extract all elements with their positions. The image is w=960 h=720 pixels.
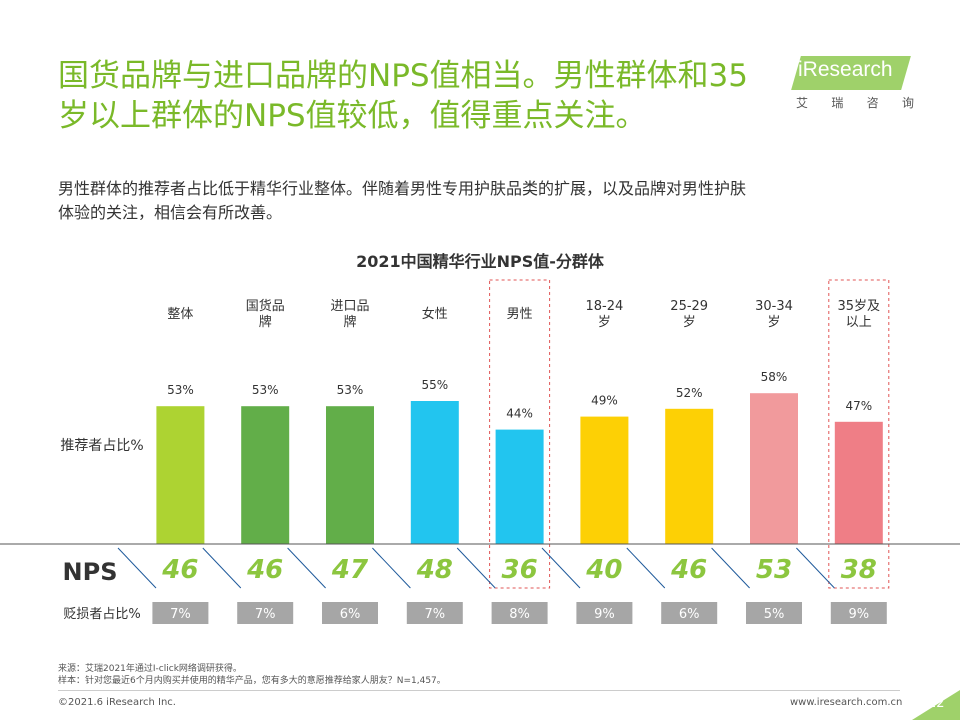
nps-value: 46 — [246, 555, 283, 585]
detractor-value: 5% — [764, 607, 785, 622]
bar-value-label: 55% — [421, 378, 448, 392]
category-label: 岁 — [598, 315, 611, 330]
logo-wordmark: iResearch — [798, 58, 893, 81]
category-label: 25-29 — [670, 299, 708, 314]
logo-char: 咨 — [866, 96, 879, 110]
nps-value: 40 — [585, 555, 622, 585]
detractor-box — [576, 602, 633, 624]
page-number-triangle — [912, 690, 960, 720]
nps-divider — [372, 547, 411, 589]
footer-divider — [58, 690, 900, 691]
category-label: 进口品 — [330, 299, 369, 314]
bar — [750, 393, 798, 544]
bar-value-label: 44% — [506, 407, 533, 421]
nps-value: 53 — [756, 555, 792, 585]
nps-divider — [287, 547, 326, 589]
category-label: 18-24 — [586, 299, 624, 314]
nps-value: 46 — [161, 555, 198, 585]
logo-char: 询 — [901, 96, 914, 110]
nps-value: 47 — [331, 555, 369, 585]
detractor-row-label: 贬损者占比% — [63, 607, 140, 622]
detractor-box — [406, 602, 463, 624]
detractor-box — [661, 602, 718, 624]
nps-divider — [711, 547, 750, 589]
bar-value-label: 49% — [591, 394, 618, 408]
bar-value-label: 53% — [252, 383, 279, 397]
detractor-value: 8% — [509, 607, 530, 622]
category-label: 牌 — [259, 314, 272, 330]
bar-value-label: 58% — [761, 370, 788, 384]
detractor-value: 7% — [424, 607, 445, 622]
logo-char: 艾 — [796, 96, 809, 110]
bar — [241, 406, 290, 544]
detractor-box — [746, 602, 802, 624]
highlight-box — [828, 279, 890, 589]
category-label: 国货品 — [246, 298, 285, 314]
nps-divider — [541, 547, 581, 589]
bar — [156, 406, 205, 544]
page-headline: 国货品牌与进口品牌的NPS值相当。男性群体和35 岁以上群体的NPS值较低，值得… — [58, 56, 778, 136]
category-label: 30-34 — [755, 299, 793, 314]
nps-value: 36 — [502, 555, 538, 585]
source-note: 来源：艾瑞2021年通过I-click网络调研获得。 — [58, 664, 242, 674]
page-number: 22 — [928, 696, 945, 711]
bar-value-label: 53% — [167, 383, 194, 397]
highlight-box — [489, 279, 551, 589]
nps-value: 46 — [670, 555, 707, 585]
nps-divider — [626, 547, 666, 589]
detractor-box — [322, 602, 378, 624]
bar-value-label: 52% — [676, 386, 703, 400]
website-link[interactable]: www.iresearch.com.cn — [790, 697, 903, 708]
headline-line-1: 国货品牌与进口品牌的NPS值相当。男性群体和35 — [58, 58, 749, 94]
detractor-value: 9% — [594, 607, 615, 622]
chart-title: 2021中国精华行业NPS值-分群体 — [356, 252, 604, 271]
nps-divider — [456, 547, 496, 589]
category-label: 以上 — [846, 315, 872, 330]
sample-note: 样本：针对您最近6个月内购买并使用的精华产品，您有多大的意愿推荐给家人朋友？N=… — [58, 676, 446, 686]
bar — [410, 401, 459, 544]
nps-value: 48 — [416, 555, 453, 585]
detractor-box — [830, 602, 887, 624]
iresearch-logo: iResearch 艾 瑞 咨 询 — [790, 52, 916, 120]
logo-subtext: 艾 瑞 咨 询 — [796, 94, 914, 111]
copyright-text: ©2021.6 iResearch Inc. — [58, 697, 176, 708]
detractor-value: 7% — [170, 607, 191, 622]
category-label: 男性 — [507, 307, 533, 322]
detractor-box — [237, 602, 294, 624]
page-subtitle: 男性群体的推荐者占比低于精华行业整体。伴随着男性专用护肤品类的扩展，以及品牌对男… — [58, 177, 898, 225]
category-label: 岁 — [683, 315, 696, 330]
detractor-value: 6% — [679, 607, 700, 622]
detractor-box — [152, 602, 209, 624]
bar — [580, 416, 629, 544]
subtitle-line-2: 体验的关注，相信会有所改善。 — [58, 203, 283, 222]
bar — [326, 406, 374, 544]
bar — [834, 421, 883, 544]
category-label: 女性 — [422, 306, 448, 322]
detractor-value: 9% — [848, 607, 869, 622]
headline-line-2: 岁以上群体的NPS值较低，值得重点关注。 — [58, 98, 647, 134]
nps-row-label: NPS — [63, 558, 118, 586]
category-label: 整体 — [167, 307, 193, 322]
category-label: 岁 — [767, 315, 780, 330]
bar-value-label: 47% — [845, 399, 872, 413]
category-label: 牌 — [343, 314, 356, 330]
detractor-value: 6% — [340, 607, 361, 622]
bar — [665, 408, 714, 544]
y-axis-label: 推荐者占比% — [60, 438, 143, 454]
footer-source: 来源：艾瑞2021年通过I-click网络调研获得。 样本：针对您最近6个月内购… — [58, 663, 446, 687]
nps-divider — [796, 547, 835, 589]
detractor-box — [491, 602, 548, 624]
nps-divider — [117, 547, 157, 589]
subtitle-line-1: 男性群体的推荐者占比低于精华行业整体。伴随着男性专用护肤品类的扩展，以及品牌对男… — [58, 179, 747, 198]
logo-char: 瑞 — [831, 96, 844, 110]
category-label: 35岁及 — [838, 299, 881, 314]
detractor-value: 7% — [255, 607, 276, 622]
nps-divider — [202, 547, 242, 589]
bar — [495, 429, 544, 544]
nps-bar-chart: 推荐者占比%整体53%467%国货品牌53%467%进口品牌53%476%女性5… — [0, 279, 960, 624]
bar-value-label: 53% — [337, 383, 364, 397]
nps-value: 38 — [841, 555, 877, 585]
